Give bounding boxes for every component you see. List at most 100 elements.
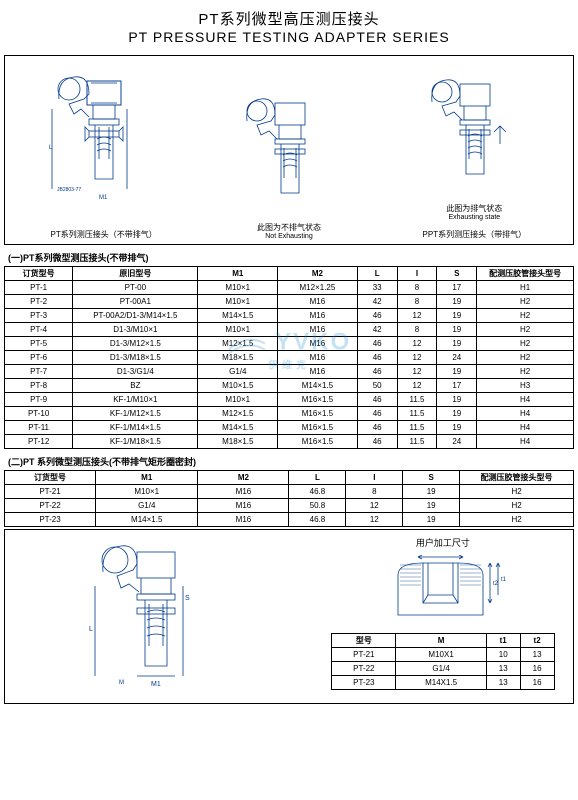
table-cell: H4 [477,421,574,435]
table-row: PT-22G1/4M1650.81219H2 [5,499,574,513]
table-cell: M10×1 [198,393,278,407]
table-1-header-row: 订货型号原旧型号M1M2LIS配测压胶管接头型号 [5,267,574,281]
col-header: M1 [198,267,278,281]
table-cell: M16 [198,485,289,499]
table-cell: H3 [477,379,574,393]
table-cell: 46 [357,393,397,407]
dim-phi: Φ16.5 [428,555,445,557]
table-cell: 42 [357,323,397,337]
col-header: t1 [486,634,520,648]
table-cell: 13 [520,648,554,662]
dim-s: S [185,595,190,602]
col-header: 原旧型号 [73,267,198,281]
table-cell: M16 [278,337,358,351]
table-cell: 11.5 [397,407,437,421]
table-cell: PT-22 [5,499,96,513]
table-cell: H2 [460,499,574,513]
table-cell: 8 [397,323,437,337]
table-cell: M10×1 [198,323,278,337]
col-header: 型号 [332,634,396,648]
table-cell: 17 [437,379,477,393]
table-cell: 12 [346,499,403,513]
dim-label: L [49,145,53,151]
table-cell: PT-4 [5,323,73,337]
table-2-header-row: 订货型号M1M2LIS配测压胶管接头型号 [5,471,574,485]
col-header: L [357,267,397,281]
table-row: PT-22G1/41316 [332,662,554,676]
table-cell: 46.8 [289,485,346,499]
table-row: PT-5D1-3/M12×1.5M12×1.5M16461219H2 [5,337,574,351]
section1-header: (一)PT系列微型测压接头(不带排气) [8,251,574,264]
table-cell: H2 [477,323,574,337]
table-row: PT-21M10×1M1646.8819H2 [5,485,574,499]
table-cell: M16×1.5 [278,421,358,435]
table-row: PT-7D1-3/G1/4G1/4M16461219H2 [5,365,574,379]
table-cell: H4 [477,435,574,449]
table-row: PT-4D1-3/M10×1M10×1M1642819H2 [5,323,574,337]
table-cell: G1/4 [96,499,198,513]
table-cell: H1 [477,281,574,295]
table-cell: M10×1 [198,281,278,295]
dim-t1: t1 [501,577,507,583]
table-cell: PT-11 [5,421,73,435]
table-cell: 19 [403,499,460,513]
table-cell: 12 [397,337,437,351]
table-3: 型号Mt1t2 PT-21M10X11013PT-22G1/41316PT-23… [331,633,554,690]
col-header: S [403,471,460,485]
table-cell: PT-6 [5,351,73,365]
diagram-right-caption-en: Exhausting state [382,214,567,221]
table-cell: 46 [357,351,397,365]
table-cell: M14×1.5 [198,309,278,323]
diagram-right-label: PPT系列测压接头（带排气） [382,229,567,240]
table-cell: H2 [477,337,574,351]
title-cn: PT系列微型高压测压接头 [0,8,578,29]
table-2: 订货型号M1M2LIS配测压胶管接头型号 PT-21M10×1M1646.881… [4,470,574,527]
table-row: PT-3PT-00A2/D1-3/M14×1.5M14×1.5M16461219… [5,309,574,323]
table-cell: 8 [346,485,403,499]
diagrams-box: L JB2803-77 M1 PT系列测压接头（不带排气） [4,55,574,245]
table-cell: 19 [437,295,477,309]
table-cell: M16 [278,295,358,309]
table-1: 订货型号原旧型号M1M2LIS配测压胶管接头型号 PT-1PT-00M10×1M… [4,266,574,449]
table-cell: 13 [486,676,520,690]
table-cell: KF-1/M14×1.5 [73,421,198,435]
table-cell: M14×1.5 [278,379,358,393]
table-row: PT-1PT-00M10×1M12×1.2533817H1 [5,281,574,295]
col-header: L [289,471,346,485]
table-row: PT-9KF-1/M10×1M10×1M16×1.54611.519H4 [5,393,574,407]
table-cell: 8 [397,295,437,309]
diagram-mid: 此图为不排气状态 Not Exhausting [196,93,381,240]
table-cell: D1-3/M18×1.5 [73,351,198,365]
table-cell: 12 [397,379,437,393]
diagram-right-caption: 此图为排气状态 [382,203,567,214]
bottom-left-diagram: L M1 S M [11,536,309,698]
col-header: M2 [198,471,289,485]
table-row: PT-23M14×1.5M1646.81219H2 [5,513,574,527]
table-cell: 19 [403,485,460,499]
table-cell: PT-22 [332,662,396,676]
col-header: I [397,267,437,281]
table-cell: 46 [357,365,397,379]
table-cell: PT-1 [5,281,73,295]
col-header: 配测压胶管接头型号 [477,267,574,281]
table-cell: 16 [520,662,554,676]
table-cell: M12×1.5 [198,337,278,351]
table-cell: 19 [437,309,477,323]
table-row: PT-2PT-00A1M10×1M1642819H2 [5,295,574,309]
watermark-wrap: YVKO 伊维克 (一)PT系列微型测压接头(不带排气) 订货型号原旧型号M1M… [0,251,578,449]
table-cell: 24 [437,351,477,365]
table-cell: 11.5 [397,435,437,449]
diagram-left-label: PT系列测压接头（不带排气） [11,229,196,240]
dim-t2: t2 [493,581,499,587]
dim-m1-bottom: M1 [151,681,161,688]
dim-m1: M1 [99,195,108,201]
table-cell: 17 [437,281,477,295]
title-block: PT系列微型高压测压接头 PT PRESSURE TESTING ADAPTER… [0,0,578,49]
table-cell: 12 [346,513,403,527]
table-cell: KF-1/M12×1.5 [73,407,198,421]
table-cell: PT-00A1 [73,295,198,309]
adapter-drawing-1: L JB2803-77 M1 [49,69,159,209]
table-cell: 24 [437,435,477,449]
table-cell: D1-3/G1/4 [73,365,198,379]
table-cell: M16 [198,499,289,513]
